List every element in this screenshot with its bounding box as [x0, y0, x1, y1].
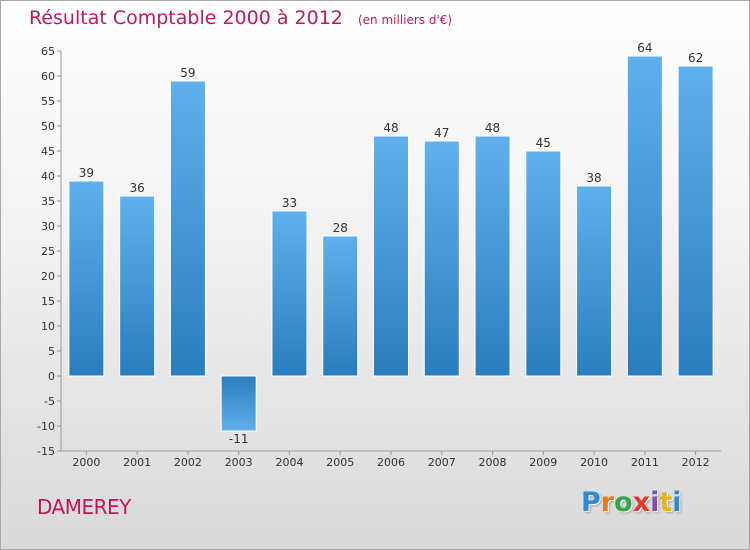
bar-2002	[169, 80, 206, 377]
value-label: 33	[282, 196, 297, 210]
proxiti-logo[interactable]: Proxiti	[581, 487, 682, 518]
value-label: 36	[130, 181, 145, 195]
y-tick-label: 30	[41, 220, 55, 233]
y-tick-label: 60	[41, 70, 55, 83]
value-label: -11	[229, 432, 249, 446]
bar-2005	[322, 235, 359, 377]
value-label: 39	[79, 166, 94, 180]
y-tick-label: 65	[41, 45, 55, 58]
value-label: 64	[637, 41, 652, 55]
bar-2009	[525, 150, 562, 377]
value-label: 62	[688, 51, 703, 65]
bar-2004	[271, 210, 308, 377]
proxiti-letter: P	[581, 487, 601, 518]
x-tick-label: 2008	[479, 456, 507, 469]
x-tick-label: 2001	[123, 456, 151, 469]
bar-2001	[119, 195, 156, 377]
y-tick-label: 45	[41, 145, 55, 158]
chart-subtitle: (en milliers d'€)	[357, 13, 453, 27]
proxiti-letter: r	[600, 487, 615, 518]
bar-2007	[423, 140, 460, 377]
proxiti-letter: i	[672, 487, 682, 518]
value-label: 38	[586, 171, 601, 185]
x-axis: 2000 2001 2002 2003 2004 2005 2006 2007 2008 2009…	[61, 450, 721, 469]
value-label: 48	[485, 121, 500, 135]
value-label: 48	[383, 121, 398, 135]
y-tick-label: 10	[41, 320, 55, 333]
bar-2012	[677, 65, 714, 377]
y-tick-label: -5	[44, 395, 55, 408]
y-tick-label: -15	[37, 445, 55, 458]
value-label: 47	[434, 126, 449, 140]
y-tick-label: 5	[48, 345, 55, 358]
value-labels: 39 36 59 -11 33 28 48 47 48 45 38 64 62	[79, 41, 704, 446]
x-tick-label: 2005	[326, 456, 354, 469]
value-label: 28	[333, 221, 348, 235]
y-tick-label: -10	[37, 420, 55, 433]
bar-2000	[68, 180, 105, 377]
x-tick-label: 2002	[174, 456, 202, 469]
y-tick-label: 50	[41, 120, 55, 133]
x-tick-label: 2007	[428, 456, 456, 469]
y-tick-label: 15	[41, 295, 55, 308]
bar-2011	[626, 55, 663, 377]
y-tick-label: 25	[41, 245, 55, 258]
y-tick-label: 0	[48, 370, 55, 383]
proxiti-letter: o	[614, 487, 633, 518]
proxiti-letter: x	[632, 487, 651, 518]
x-tick-label: 2000	[72, 456, 100, 469]
bar-2008	[474, 135, 511, 377]
x-tick-label: 2011	[631, 456, 659, 469]
bar-series	[68, 55, 714, 432]
chart-header: Résultat Comptable 2000 à 2012 (en milli…	[29, 7, 452, 29]
x-tick-label: 2010	[580, 456, 608, 469]
x-tick-label: 2009	[529, 456, 557, 469]
y-tick-label: 55	[41, 95, 55, 108]
bar-2010	[576, 185, 613, 377]
y-tick-label: 20	[41, 270, 55, 283]
y-tick-label: 35	[41, 195, 55, 208]
x-tick-label: 2006	[377, 456, 405, 469]
proxiti-letter: t	[659, 487, 673, 518]
proxiti-letter: i	[650, 487, 660, 518]
bar-2006	[373, 135, 409, 377]
commune-name: DAMEREY	[37, 495, 131, 519]
value-label: 59	[180, 66, 195, 80]
x-tick-label: 2003	[225, 456, 253, 469]
y-tick-label: 40	[41, 170, 55, 183]
chart-title: Résultat Comptable 2000 à 2012	[29, 7, 343, 29]
bar-2003	[220, 375, 257, 432]
x-tick-label: 2004	[275, 456, 303, 469]
x-tick-label: 2012	[682, 456, 710, 469]
value-label: 45	[536, 136, 551, 150]
